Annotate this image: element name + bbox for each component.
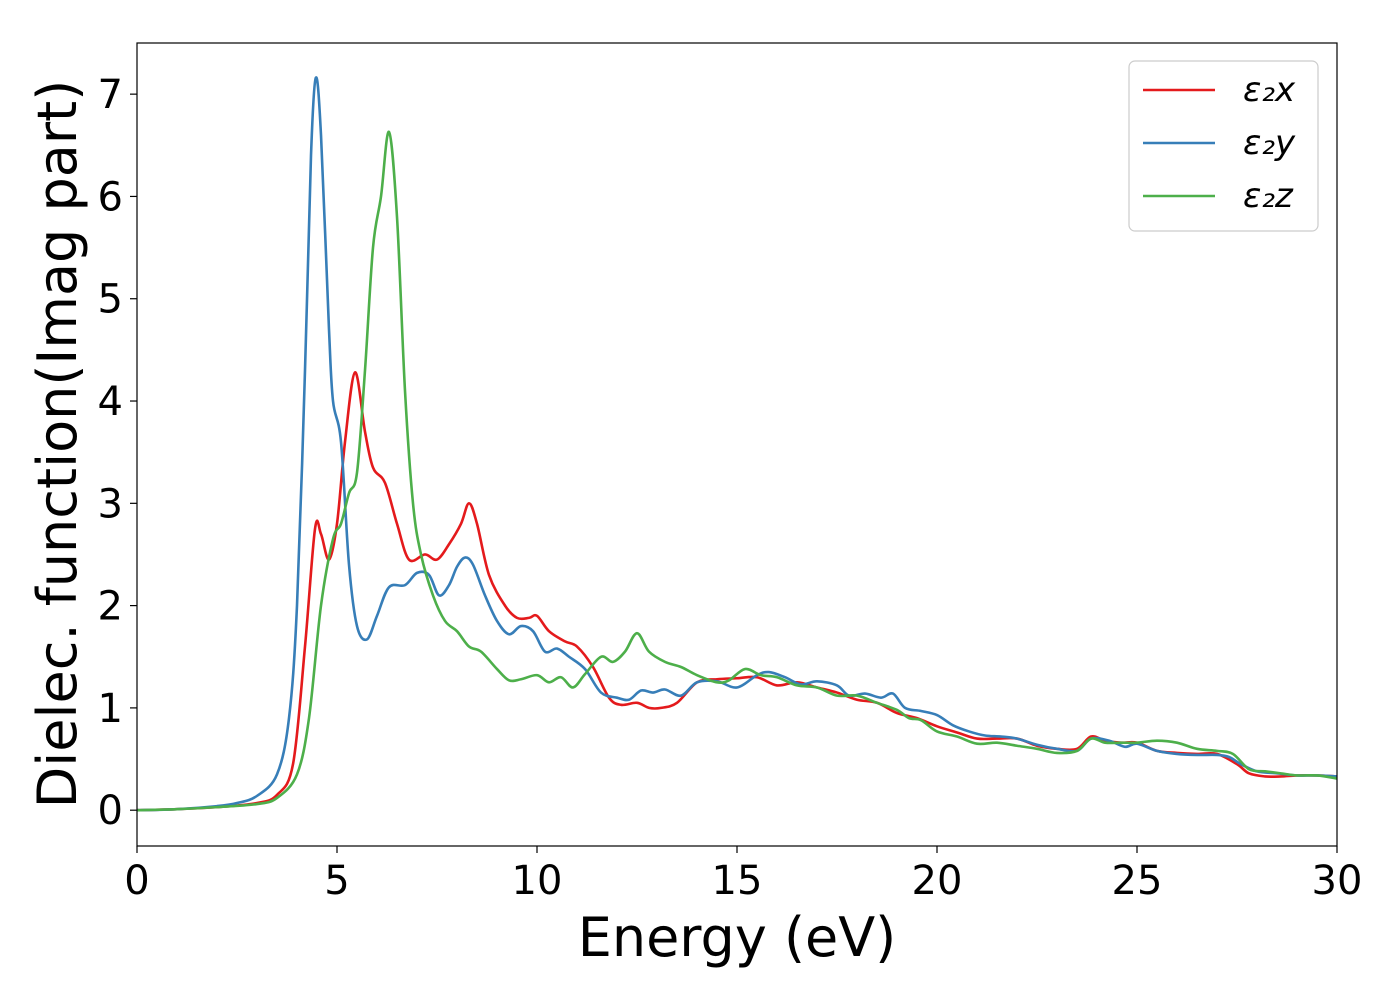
x-tick-label: 20	[912, 858, 963, 904]
y-tick-label: 4	[98, 379, 123, 425]
y-axis-title: Dielec. function(Imag part)	[26, 80, 89, 809]
y-tick-label: 5	[98, 277, 123, 323]
legend-label: ε₂y	[1243, 123, 1296, 163]
x-tick-label: 30	[1312, 858, 1363, 904]
x-tick-label: 25	[1112, 858, 1163, 904]
x-axis-title: Energy (eV)	[578, 906, 897, 969]
y-tick-label: 7	[98, 72, 123, 118]
legend-box	[1128, 60, 1319, 232]
y-tick-label: 1	[98, 686, 123, 732]
x-tick-label: 0	[124, 858, 149, 904]
legend-label: ε₂z	[1243, 176, 1294, 216]
x-axis: 0 5 10 15 20 25 30	[124, 846, 1362, 904]
series-layer	[137, 76, 1337, 812]
y-axis: 0 1 2 3 4 5 6 7	[98, 72, 137, 834]
x-tick-label: 5	[324, 858, 349, 904]
y-tick-label: 6	[98, 174, 123, 220]
y-tick-label: 2	[98, 584, 123, 630]
y-tick-label: 3	[98, 481, 123, 527]
legend-label: ε₂x	[1243, 70, 1296, 110]
legend: ε₂x ε₂y ε₂z	[1128, 60, 1319, 232]
series-line-2	[137, 130, 1337, 812]
x-tick-label: 10	[512, 858, 563, 904]
x-tick-label: 15	[712, 858, 763, 904]
y-tick-label: 0	[98, 788, 123, 834]
